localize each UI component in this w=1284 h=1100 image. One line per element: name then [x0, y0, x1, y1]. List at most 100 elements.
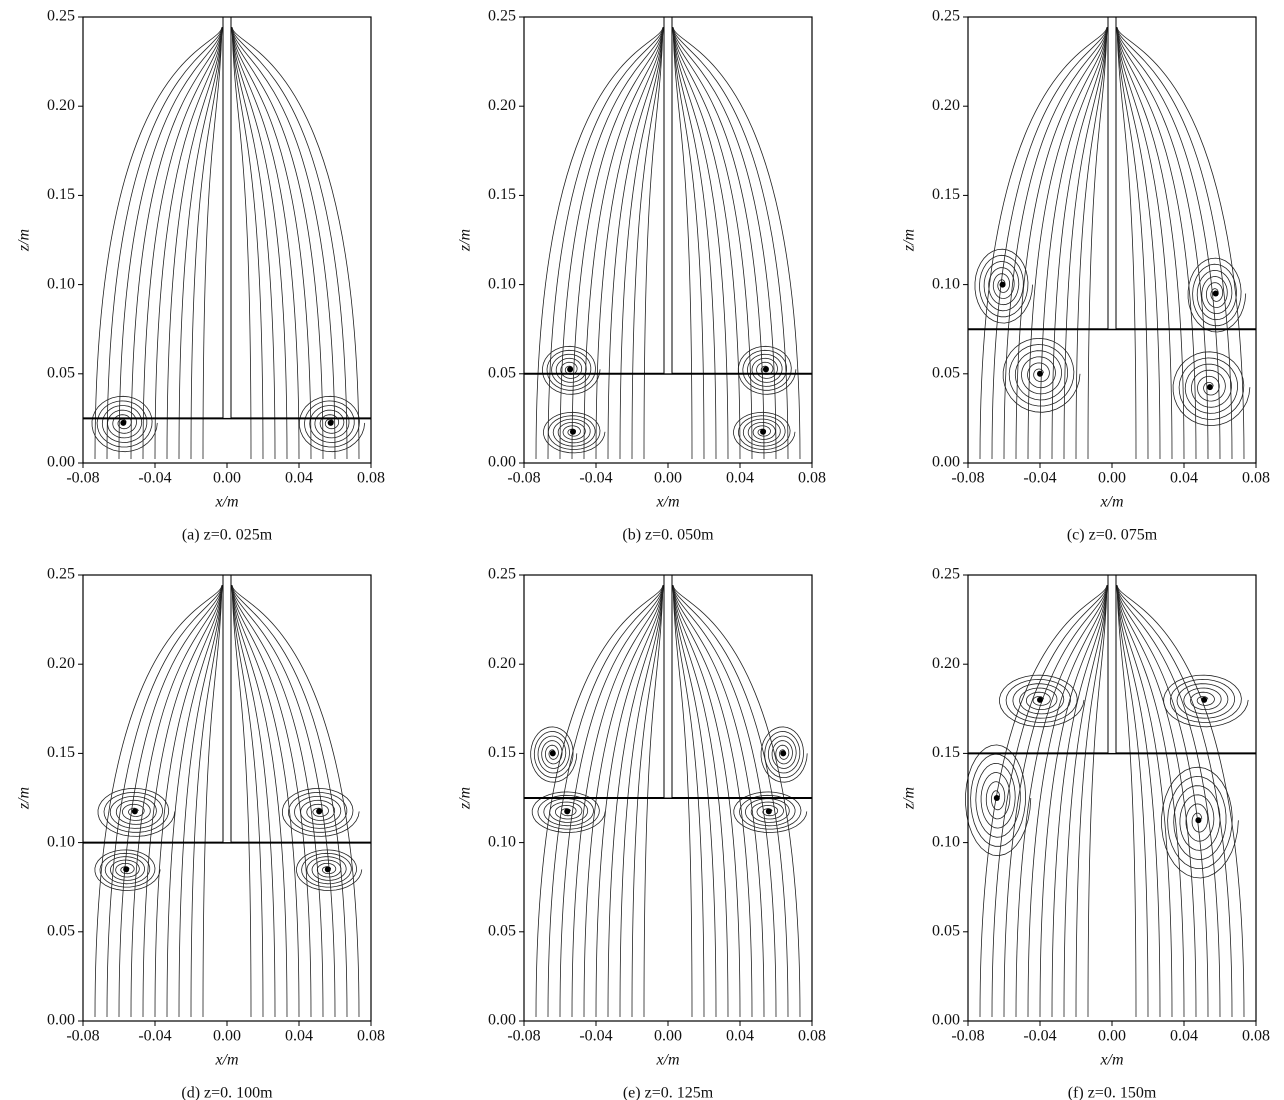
vortex-core: [780, 750, 786, 756]
streamline: [584, 27, 663, 459]
panel: -0.08-0.040.000.040.080.000.050.100.150.…: [457, 8, 826, 544]
streamline: [232, 585, 251, 1017]
streamline: [232, 585, 287, 1017]
streamline: [673, 27, 728, 459]
x-axis-label: x/m: [214, 494, 238, 511]
y-tick-label: 0.10: [932, 275, 960, 292]
x-tick-label: 0.08: [798, 470, 826, 487]
streamline: [232, 27, 347, 459]
inner-tube: [223, 17, 231, 418]
vortex-core: [1207, 384, 1213, 390]
streamline: [232, 585, 347, 1017]
streamline: [1117, 585, 1136, 1017]
streamline: [608, 585, 663, 1017]
x-tick-label: 0.00: [1098, 1028, 1126, 1045]
x-axis-label: x/m: [1099, 1052, 1123, 1069]
y-axis-label: z/m: [457, 229, 474, 252]
streamline: [1052, 585, 1107, 1017]
vortex-core: [1195, 817, 1201, 823]
y-tick-label: 0.20: [488, 97, 516, 114]
vortex-core: [123, 866, 129, 872]
vortex-core: [120, 420, 126, 426]
x-tick-label: -0.04: [1023, 470, 1056, 487]
y-tick-label: 0.10: [488, 275, 516, 292]
figure: -0.08 -0.04 0.00 0.04 0.08 0.00 0.05 0.10 0.15 0.…: [0, 0, 1284, 1100]
y-tick-label: 0.00: [488, 1012, 516, 1029]
y-tick-label: 0.25: [932, 8, 960, 25]
y-tick-label: 0.10: [932, 833, 960, 850]
streamline: [1117, 585, 1196, 1017]
x-tick-label: 0.08: [357, 1028, 385, 1045]
y-tick-label: 0.05: [488, 922, 516, 939]
y-tick-label: 0.00: [47, 1012, 75, 1029]
streamline: [992, 27, 1107, 459]
streamline: [167, 27, 222, 459]
vortex-core: [316, 808, 322, 814]
vortex-core: [994, 795, 1000, 801]
x-tick-label: -0.08: [66, 470, 99, 487]
streamline: [1117, 585, 1172, 1017]
streamline: [673, 27, 752, 459]
x-tick-label: -0.08: [951, 1028, 984, 1045]
caption: (c) z=0. 075m: [1067, 527, 1158, 544]
vortex-core: [1000, 282, 1006, 288]
y-tick-label: 0.00: [932, 454, 960, 471]
x-tick-label: 0.08: [357, 470, 385, 487]
streamline: [673, 585, 692, 1017]
inner-tube: [1108, 575, 1116, 753]
x-tick-label: 0.04: [1170, 470, 1198, 487]
streamline: [608, 27, 663, 459]
x-tick-label: -0.04: [579, 470, 612, 487]
y-axis-label: z/m: [16, 229, 33, 252]
inner-tube: [664, 17, 672, 374]
y-tick-label: 0.05: [488, 364, 516, 381]
panel: -0.08-0.040.000.040.080.000.050.100.150.…: [901, 8, 1270, 544]
y-tick-label: 0.20: [932, 97, 960, 114]
streamline: [644, 585, 663, 1017]
x-tick-label: 0.08: [798, 1028, 826, 1045]
vortex-core: [1213, 291, 1219, 297]
y-axis-label: z/m: [16, 787, 33, 810]
x-tick-label: 0.00: [213, 470, 241, 487]
y-axis-label: z/m: [901, 787, 918, 810]
streamline: [1117, 27, 1136, 459]
streamline: [167, 585, 222, 1017]
streamline: [673, 27, 692, 459]
streamline: [1088, 585, 1107, 1017]
vortex-core: [1037, 697, 1043, 703]
streamline: [232, 27, 287, 459]
x-tick-label: -0.08: [951, 470, 984, 487]
y-tick-label: 0.15: [932, 186, 960, 203]
y-tick-label: 0.25: [47, 566, 75, 583]
y-tick-label: 0.10: [47, 833, 75, 850]
vortex-core: [760, 429, 766, 435]
vortex-core: [132, 808, 138, 814]
streamline: [673, 585, 752, 1017]
y-tick-label: 0.15: [47, 744, 75, 761]
streamline: [1028, 27, 1107, 459]
y-tick-label: 0.05: [47, 922, 75, 939]
vortex-core: [567, 366, 573, 372]
x-axis-label: x/m: [655, 1052, 679, 1069]
streamline: [1028, 585, 1107, 1017]
x-tick-label: -0.08: [507, 470, 540, 487]
streamline: [1052, 27, 1107, 459]
vortex-core: [766, 808, 772, 814]
y-tick-label: 0.20: [47, 97, 75, 114]
y-tick-label: 0.10: [47, 275, 75, 292]
x-axis-label: x/m: [1099, 494, 1123, 511]
x-tick-label: -0.04: [1023, 1028, 1056, 1045]
streamline: [1088, 27, 1107, 459]
inner-tube: [664, 575, 672, 798]
caption: (a) z=0. 025m: [182, 527, 273, 544]
caption: (f) z=0. 150m: [1068, 1085, 1157, 1100]
x-tick-label: 0.04: [1170, 1028, 1198, 1045]
y-tick-label: 0.20: [47, 655, 75, 672]
x-axis-label: x/m: [214, 1052, 238, 1069]
y-tick-label: 0.25: [488, 566, 516, 583]
x-tick-label: -0.08: [66, 1028, 99, 1045]
streamline: [203, 27, 222, 459]
panel: -0.08-0.040.000.040.080.000.050.100.150.…: [901, 566, 1270, 1100]
y-tick-label: 0.15: [488, 186, 516, 203]
x-tick-label: 0.00: [654, 1028, 682, 1045]
